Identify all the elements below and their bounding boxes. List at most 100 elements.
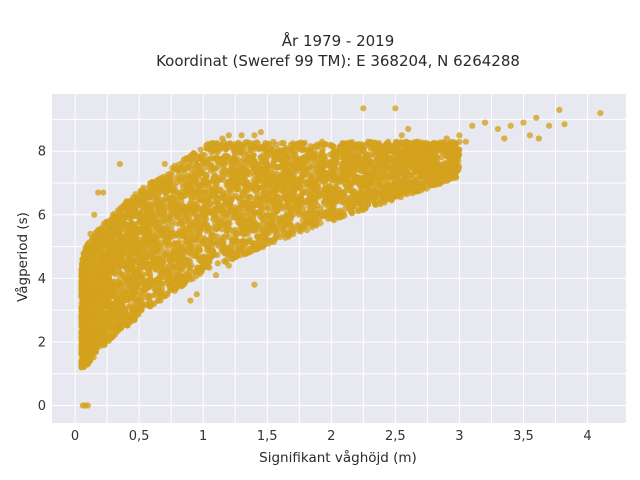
- data-point: [441, 140, 448, 147]
- data-point: [203, 159, 210, 166]
- data-point: [233, 145, 240, 152]
- data-point: [138, 264, 145, 271]
- data-point: [157, 280, 165, 287]
- data-point: [254, 190, 261, 197]
- data-point: [144, 222, 151, 229]
- data-point: [174, 173, 182, 180]
- data-point: [367, 158, 374, 165]
- data-point: [231, 157, 238, 164]
- data-point: [103, 294, 111, 301]
- data-point: [453, 162, 460, 169]
- data-point: [224, 189, 232, 196]
- data-point: [216, 206, 223, 213]
- data-point: [232, 204, 239, 211]
- data-point: [220, 211, 228, 218]
- data-point: [246, 139, 254, 147]
- data-point: [246, 246, 253, 253]
- data-point: [419, 173, 426, 180]
- data-point: [298, 166, 306, 173]
- data-point: [153, 224, 160, 231]
- data-point: [89, 295, 96, 302]
- data-point: [301, 181, 308, 188]
- data-point: [126, 261, 133, 268]
- data-point: [189, 150, 197, 158]
- data-point: [307, 207, 314, 214]
- data-point: [224, 141, 231, 148]
- data-point: [223, 182, 230, 189]
- data-point: [288, 212, 295, 219]
- data-point: [409, 144, 416, 152]
- data-point: [295, 227, 303, 234]
- data-point: [298, 145, 305, 152]
- data-point: [419, 178, 426, 185]
- data-point: [319, 146, 326, 153]
- data-point: [118, 249, 126, 256]
- data-point: [127, 237, 135, 244]
- data-point: [308, 170, 315, 178]
- data-point: [434, 155, 441, 163]
- data-point: [250, 212, 257, 219]
- data-point: [355, 198, 362, 205]
- data-point: [335, 148, 343, 156]
- data-point: [307, 176, 314, 184]
- data-point: [311, 194, 318, 202]
- data-point: [150, 219, 157, 226]
- data-point: [246, 171, 253, 178]
- data-point: [306, 192, 313, 199]
- data-point: [269, 183, 277, 190]
- data-point: [285, 178, 292, 185]
- data-point: [230, 235, 237, 243]
- data-point: [356, 153, 363, 160]
- chart-title-line-1: År 1979 - 2019: [282, 31, 395, 50]
- data-point: [299, 140, 306, 148]
- data-point: [263, 174, 270, 182]
- data-point: [258, 215, 266, 222]
- data-point: [152, 290, 160, 297]
- data-point: [172, 263, 179, 270]
- data-point: [239, 230, 246, 237]
- data-point: [189, 248, 197, 255]
- data-point: [220, 177, 228, 184]
- data-point: [91, 251, 99, 258]
- data-point: [192, 188, 199, 195]
- data-point: [311, 189, 318, 196]
- data-point: [130, 309, 137, 316]
- data-point: [228, 167, 235, 174]
- data-point: [371, 149, 378, 156]
- data-point: [178, 194, 185, 201]
- data-point: [270, 171, 277, 178]
- data-point: [98, 300, 105, 307]
- data-point: [404, 147, 411, 154]
- data-point: [247, 193, 254, 200]
- data-point: [119, 217, 126, 224]
- data-point: [214, 251, 221, 259]
- data-point: [164, 219, 171, 226]
- data-point: [254, 174, 261, 181]
- data-point: [279, 186, 286, 193]
- data-point: [107, 249, 114, 256]
- data-point: [116, 276, 123, 283]
- data-point: [182, 187, 189, 194]
- data-point: [136, 218, 143, 225]
- data-point: [185, 224, 192, 231]
- data-point: [220, 243, 227, 250]
- data-point: [354, 142, 361, 149]
- data-point: [235, 246, 243, 253]
- data-point: [295, 158, 303, 166]
- data-point: [341, 147, 348, 154]
- data-point: [241, 249, 248, 256]
- data-point: [339, 162, 346, 169]
- data-point: [222, 166, 229, 174]
- data-point: [204, 144, 212, 151]
- data-point: [115, 281, 122, 288]
- data-point: [171, 182, 178, 189]
- data-point: [286, 193, 293, 201]
- data-point: [409, 163, 416, 170]
- data-point: [454, 148, 461, 155]
- data-point: [348, 187, 355, 195]
- data-point: [394, 181, 401, 188]
- data-point: [229, 248, 236, 255]
- data-point: [169, 175, 177, 183]
- data-point: [383, 196, 390, 203]
- data-point: [137, 304, 144, 312]
